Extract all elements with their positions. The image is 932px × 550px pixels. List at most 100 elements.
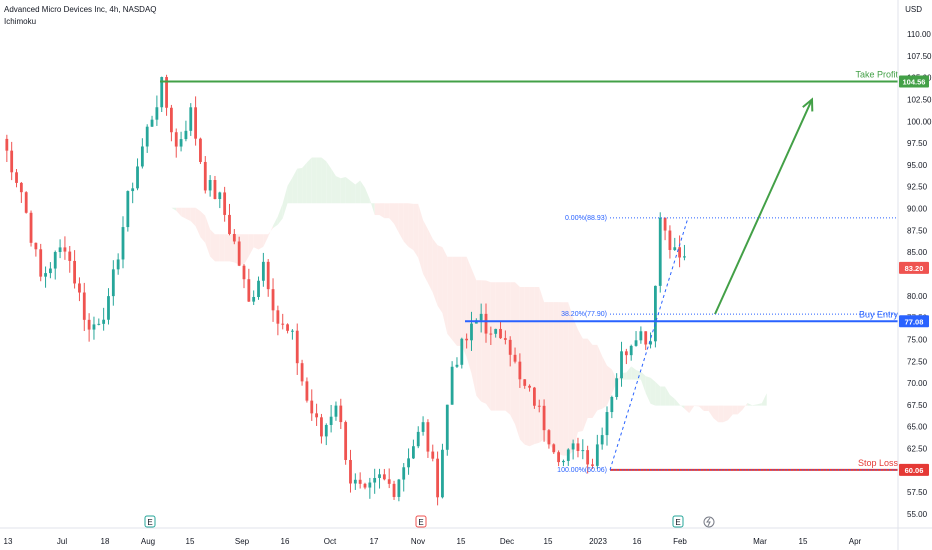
- candle-body: [416, 431, 420, 447]
- candle-body: [44, 273, 47, 277]
- candle-body: [213, 179, 217, 200]
- price-axis[interactable]: 55.0057.5060.0062.5065.0067.5070.0072.50…: [897, 0, 932, 550]
- candle-body: [261, 261, 265, 281]
- cloud-segment: [718, 405, 724, 423]
- candle-body: [136, 166, 139, 189]
- cloud-segment: [703, 405, 709, 411]
- candle-body: [557, 452, 560, 463]
- x-tick-label: Feb: [673, 537, 687, 546]
- cloud-segment: [742, 403, 748, 410]
- cloud-segment: [684, 405, 690, 414]
- cloud-segment: [161, 194, 167, 208]
- candle-body: [484, 313, 488, 334]
- x-tick-label: 17: [370, 537, 379, 546]
- cloud-segment: [548, 302, 554, 450]
- y-tick-label: 107.50: [907, 52, 932, 61]
- cloud-segment: [282, 185, 288, 219]
- cloud-segment: [665, 386, 670, 406]
- candle-body: [242, 265, 246, 280]
- cloud-segment: [205, 215, 211, 257]
- time-axis[interactable]: 13 Jul 18 Aug 15 Sep 16 Oct 17 Nov 15 Dec 15 2023 16 Fe…: [0, 527, 932, 546]
- earnings-marker[interactable]: [144, 515, 156, 528]
- candle-body: [145, 126, 149, 147]
- candle-body: [368, 482, 372, 488]
- candle-body: [595, 444, 599, 466]
- x-tick-label: 2023: [589, 537, 607, 546]
- currency-label: USD: [905, 5, 922, 14]
- cloud-segment: [369, 199, 375, 216]
- candle-body: [421, 422, 425, 432]
- fib-level-label: 0.00%(88.93): [565, 215, 607, 222]
- candle-body: [654, 285, 657, 342]
- cloud-segment: [597, 344, 603, 411]
- cloud-segment: [326, 161, 332, 204]
- cloud-segment: [602, 356, 607, 409]
- cloud-segment: [437, 245, 443, 314]
- candle-body: [378, 474, 381, 478]
- x-tick-label: 16: [633, 537, 642, 546]
- earnings-marker-label: E: [675, 518, 680, 527]
- y-tick-label: 70.00: [907, 379, 928, 388]
- candle-body: [503, 338, 507, 340]
- candle-body: [470, 323, 473, 341]
- candle-body: [373, 477, 377, 483]
- candle-body: [174, 132, 178, 147]
- candle-body: [271, 289, 275, 311]
- x-tick-label: 15: [799, 537, 808, 546]
- candle-body: [107, 296, 110, 320]
- earnings-marker[interactable]: [672, 515, 684, 528]
- candle-body: [39, 249, 43, 277]
- cloud-segment: [195, 207, 201, 238]
- x-tick-label: Oct: [324, 537, 337, 546]
- cloud-segment: [553, 302, 559, 455]
- last-price-tag: [899, 261, 929, 274]
- x-tick-label: Apr: [849, 537, 862, 546]
- x-tick-label: Aug: [141, 537, 155, 546]
- candle-body: [658, 217, 662, 286]
- cloud-segment: [631, 366, 637, 380]
- candle-body: [358, 479, 362, 484]
- cloud-segment: [224, 234, 230, 262]
- cloud-segment: [728, 405, 733, 421]
- cloud-segment: [219, 234, 225, 262]
- cloud-segment: [248, 234, 254, 257]
- candle-body: [329, 416, 333, 425]
- candle-body: [266, 261, 270, 290]
- candle-body: [668, 230, 672, 250]
- cloud-segment: [360, 180, 365, 204]
- fibonacci-retracement: 0.00%(88.93) 38.20%(77.90) 100.00%(60.06): [557, 215, 898, 474]
- chart-title: Advanced Micro Devices Inc, 4h, NASDAQ: [4, 5, 157, 14]
- cloud-segment: [253, 234, 259, 250]
- candle-body: [228, 214, 231, 234]
- y-tick-label: 102.50: [907, 95, 932, 104]
- cloud-segment: [510, 282, 516, 425]
- candle-body: [203, 161, 207, 191]
- cloud-segment: [747, 403, 753, 406]
- indicator-label[interactable]: Ichimoku: [4, 17, 37, 26]
- cloud-segment: [577, 329, 583, 433]
- candle-body: [683, 256, 686, 258]
- candle-body: [295, 330, 299, 364]
- x-tick-label: 16: [281, 537, 290, 546]
- candle-body: [320, 417, 323, 437]
- cloud-segment: [481, 280, 486, 404]
- cloud-segment: [669, 394, 675, 406]
- candle-body: [281, 323, 285, 325]
- candle-body: [49, 268, 52, 274]
- candle-body: [305, 381, 309, 401]
- earnings-marker[interactable]: [415, 515, 427, 528]
- stop-loss-tag-text: 60.06: [905, 466, 924, 475]
- cloud-segment: [636, 369, 641, 380]
- buy-entry-tag-text: 77.08: [905, 317, 924, 326]
- candle-body: [586, 450, 590, 465]
- x-tick-label: 15: [457, 537, 466, 546]
- y-tick-label: 95.00: [907, 161, 928, 170]
- candle-body: [600, 435, 604, 445]
- cloud-segment: [694, 405, 699, 407]
- cloud-segment: [524, 286, 530, 447]
- cloud-segment: [423, 220, 428, 283]
- y-tick-label: 65.00: [907, 423, 928, 432]
- candle-body: [170, 107, 173, 133]
- candle-body: [344, 422, 348, 460]
